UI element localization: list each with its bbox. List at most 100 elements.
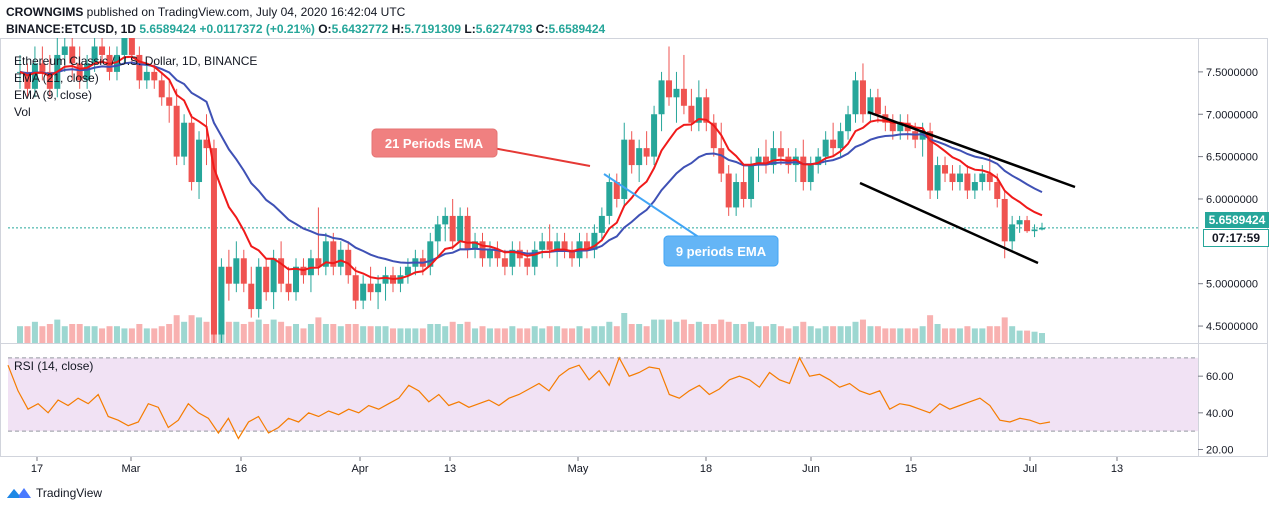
candle	[815, 148, 822, 174]
volume-bar	[158, 326, 165, 343]
volume-bar	[927, 315, 934, 343]
symbol-line[interactable]: BINANCE:ETCUSD, 1D	[6, 22, 137, 36]
volume-bar	[845, 326, 852, 343]
candle	[546, 224, 553, 259]
volume-bar	[270, 319, 277, 343]
volume-bar	[24, 326, 31, 343]
volume-bar	[61, 326, 68, 343]
candle-body	[352, 275, 359, 301]
chart-legend: Ethereum Classic / U.S. Dollar, 1D, BINA…	[14, 53, 257, 121]
volume-bar	[755, 326, 762, 343]
volume-bar	[606, 321, 613, 343]
volume-bar	[404, 328, 411, 343]
candle	[695, 80, 702, 132]
volume-bar	[479, 326, 486, 343]
legend-vol[interactable]: Vol	[14, 105, 31, 119]
volume-bar	[419, 328, 426, 343]
candle-body	[315, 258, 322, 267]
volume-bar	[248, 321, 255, 343]
candle-body	[278, 258, 285, 284]
candle-body	[621, 139, 628, 199]
candle-body	[427, 241, 434, 267]
candle-body	[859, 80, 866, 115]
candle	[158, 71, 165, 106]
candle	[830, 122, 837, 157]
volume-bar	[546, 326, 553, 343]
candle-body	[151, 71, 158, 81]
tradingview-logo[interactable]: TradingView	[6, 486, 102, 500]
volume-bar	[703, 324, 710, 343]
candle	[651, 105, 658, 166]
candle-body	[643, 148, 650, 157]
low-value: 5.6274793	[475, 22, 533, 36]
volume-bar	[1039, 333, 1045, 343]
volume-bar	[762, 326, 769, 343]
callout-9-text: 9 periods EMA	[676, 244, 767, 259]
candle	[666, 46, 673, 106]
volume-bar	[427, 324, 434, 343]
candle	[248, 266, 255, 318]
volume-bar	[949, 328, 956, 343]
candle	[710, 114, 717, 157]
candle	[84, 54, 91, 89]
candle	[613, 173, 620, 208]
candle	[278, 241, 285, 293]
volume-bar	[203, 321, 210, 343]
candle-body	[509, 249, 516, 267]
candle	[658, 71, 665, 132]
volume-bar	[859, 319, 866, 343]
volume-bar	[389, 328, 396, 343]
candle-body	[934, 165, 941, 191]
candle	[845, 105, 852, 140]
volume-bar	[852, 321, 859, 343]
candle	[442, 207, 449, 242]
time-tick-label: 18	[700, 463, 712, 475]
volume-bar	[360, 326, 367, 343]
candle-body	[666, 80, 673, 98]
high-label: H:	[391, 22, 405, 36]
volume-bar	[979, 328, 986, 343]
candle-body	[196, 139, 203, 183]
candle-body	[1001, 198, 1008, 242]
volume-bar	[472, 328, 479, 343]
author-name[interactable]: CROWNGIMS	[6, 5, 84, 19]
volume-bar	[621, 313, 628, 343]
candle-body	[695, 97, 702, 123]
rsi-label[interactable]: RSI (14, close)	[14, 359, 94, 373]
legend-ema21[interactable]: EMA (21, close)	[14, 71, 99, 85]
volume-bar	[352, 324, 359, 343]
legend-ema9[interactable]: EMA (9, close)	[14, 88, 93, 102]
legend-title[interactable]: Ethereum Classic / U.S. Dollar, 1D, BINA…	[14, 54, 258, 68]
candle	[897, 114, 904, 140]
candle-body	[501, 258, 508, 267]
candle	[307, 249, 314, 293]
candle	[113, 46, 120, 81]
candle	[188, 114, 195, 191]
channel-lower-line	[859, 181, 1039, 265]
time-tick-label: Mar	[122, 463, 141, 475]
volume-bar	[113, 326, 120, 343]
candle	[196, 131, 203, 199]
candle-body	[807, 165, 814, 183]
candle	[225, 249, 232, 301]
volume-bar	[397, 328, 404, 343]
time-tick-label: Apr	[351, 463, 368, 475]
volume-bar	[17, 326, 23, 343]
callout-9-pointer	[603, 173, 701, 239]
candle	[457, 207, 464, 250]
candle	[360, 275, 367, 310]
chart-header: CROWNGIMS published on TradingView.com, …	[6, 4, 605, 38]
volume-bar	[539, 328, 546, 343]
candle	[99, 38, 106, 64]
volume-bar	[136, 324, 143, 343]
candle	[725, 165, 732, 216]
candle	[136, 46, 143, 89]
candle	[606, 173, 613, 225]
candle-body	[598, 215, 605, 233]
volume-bar	[307, 324, 314, 343]
candle-body	[777, 148, 784, 157]
candle-body	[442, 215, 449, 225]
open-label: O:	[318, 22, 332, 36]
volume-bar	[330, 324, 337, 343]
